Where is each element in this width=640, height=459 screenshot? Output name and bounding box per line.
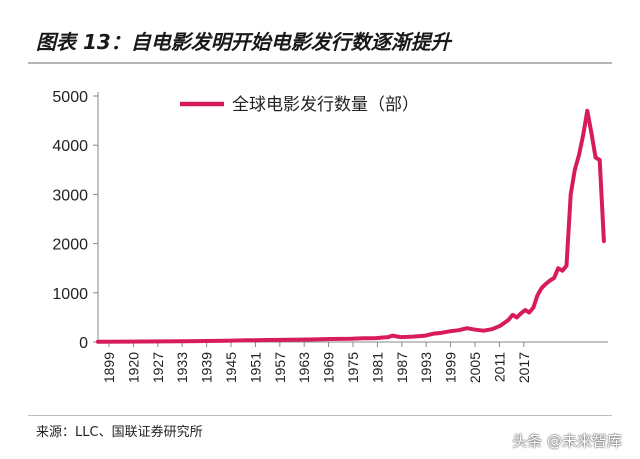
x-tick-label: 2011 — [491, 352, 507, 382]
y-tick-label: 3000 — [52, 187, 88, 204]
watermark-text: 头条 @未来智库 — [512, 432, 622, 450]
source-note: 来源：LLC、国联证券研究所 — [36, 425, 203, 440]
x-tick-label: 1957 — [272, 352, 288, 383]
x-tick-label: 1975 — [345, 352, 361, 383]
x-tick-label: 2017 — [516, 352, 532, 383]
x-tick-label: 1951 — [247, 352, 263, 383]
line-chart: 0 1000 2000 3000 4000 5000 1899 1920 1927 1933 193… — [52, 89, 608, 383]
x-tick-label: 1927 — [150, 352, 166, 383]
x-tick-label: 1981 — [369, 352, 385, 383]
x-tick-label: 1945 — [223, 352, 239, 383]
y-tick-label: 1000 — [52, 286, 88, 303]
x-tick-label: 1993 — [418, 352, 434, 383]
series-line-global-film-releases — [96, 108, 606, 344]
y-tick-label: 5000 — [52, 89, 88, 106]
x-tick-label: 1999 — [443, 352, 459, 383]
x-tick-label: 1933 — [174, 352, 190, 383]
page-title: 图表 13：自电影发明开始电影发行数逐渐提升 — [36, 30, 451, 54]
x-tick-label: 1939 — [199, 352, 215, 383]
legend-label: 全球电影发行数量（部） — [232, 95, 419, 115]
y-tick-label: 0 — [79, 335, 88, 352]
y-tick-label: 2000 — [52, 237, 88, 254]
footer-divider — [28, 415, 612, 416]
x-tick-label: 1899 — [101, 352, 117, 383]
x-tick-label: 2005 — [467, 352, 483, 383]
title-bar: 图表 13：自电影发明开始电影发行数逐渐提升 — [0, 0, 640, 62]
x-tick-label: 1969 — [321, 352, 337, 383]
y-tick-label: 4000 — [52, 138, 88, 155]
x-tick-label: 1920 — [125, 352, 141, 383]
x-tick-label: 1987 — [394, 352, 410, 383]
title-divider — [28, 62, 612, 64]
x-tick-label: 1963 — [296, 352, 312, 383]
